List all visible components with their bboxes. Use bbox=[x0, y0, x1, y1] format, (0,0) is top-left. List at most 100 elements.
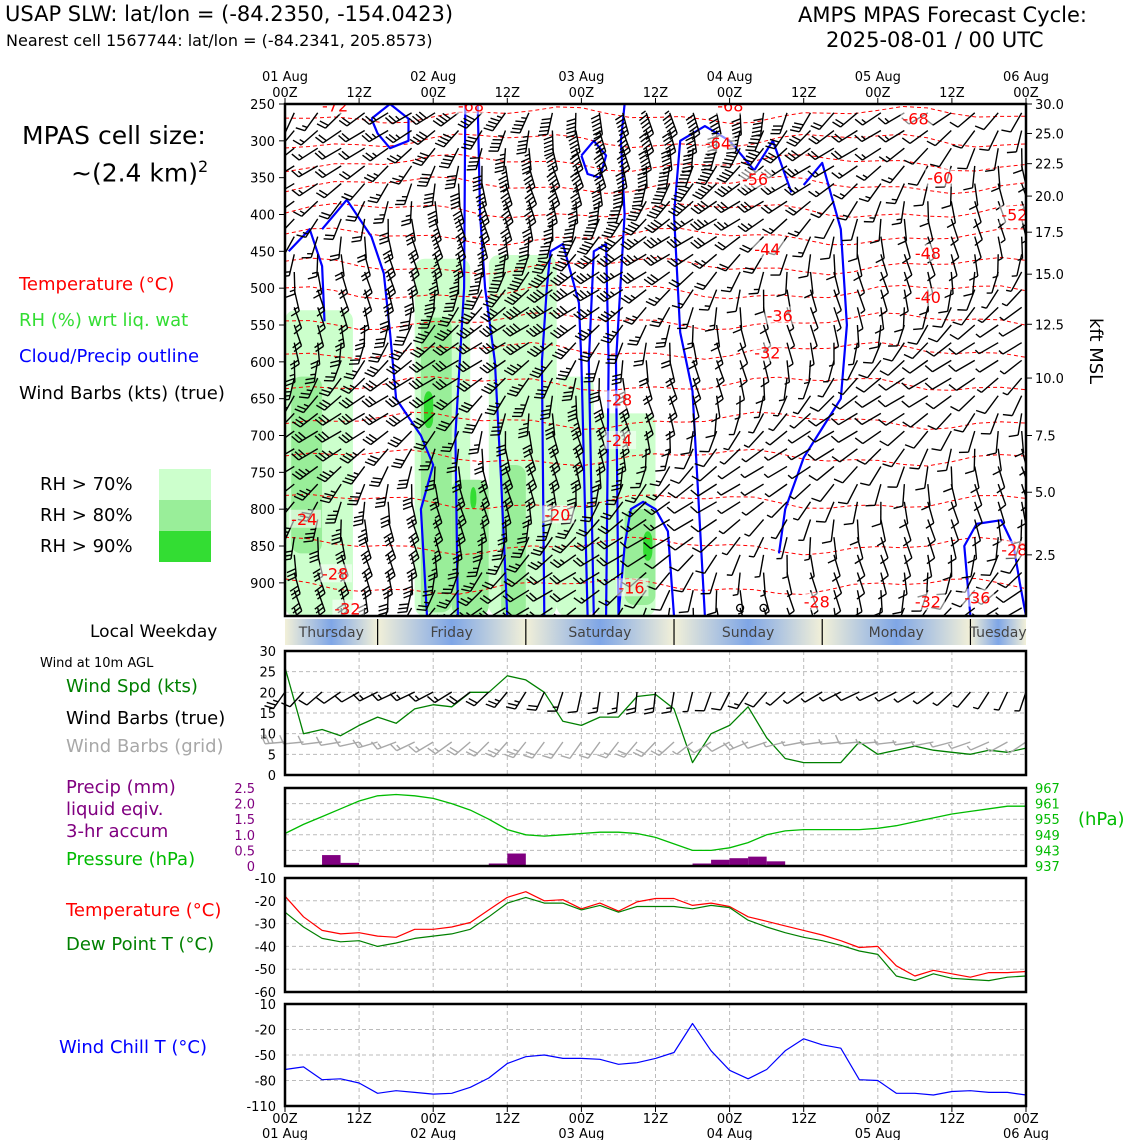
xs-barb-20-965 bbox=[860, 466, 882, 486]
xs-barb-2-91 bbox=[314, 147, 342, 160]
xs-barb-10-889-staff bbox=[833, 289, 842, 311]
xs-barb-20-357-flag-2 bbox=[501, 479, 511, 487]
xs-barb-3-129-flag-0 bbox=[338, 173, 348, 180]
xs-barb-19-965-flag-0 bbox=[856, 459, 866, 465]
xs-barb-23-1003-staff bbox=[903, 519, 912, 541]
xs-barb-12-585-flag-0 bbox=[627, 343, 638, 346]
xs-barb-16-357-half-3 bbox=[495, 402, 501, 405]
xs-barb-2-661-flag-2 bbox=[682, 161, 693, 166]
xs-barb-23-1117 bbox=[972, 519, 982, 547]
xs-barb-6-129-flag-0 bbox=[351, 239, 361, 243]
xs-barb-13-737-staff bbox=[739, 342, 749, 364]
xs-barb-7-509 bbox=[576, 236, 600, 255]
xs-barb-12-1155-staff bbox=[979, 324, 999, 338]
xs-barb-2-1117-staff bbox=[966, 147, 976, 169]
xs-barb-2-91-flag-1 bbox=[318, 150, 327, 158]
xs-barb-24-15-flag-1 bbox=[285, 554, 292, 557]
xs-barb-22-281-flag-1 bbox=[456, 518, 466, 526]
xs-barb-1-167 bbox=[361, 129, 389, 143]
xs-barb-27-1003-staff bbox=[901, 590, 906, 613]
xs-barb-6-357-flag-2 bbox=[501, 231, 510, 239]
xs-barb-16-357 bbox=[484, 395, 507, 416]
true-barb-5 bbox=[352, 691, 378, 702]
xs-barb-16-585 bbox=[644, 395, 655, 423]
xs-barb-5-205-half-2 bbox=[405, 214, 411, 218]
true-barb-3 bbox=[316, 691, 341, 704]
xs-barb-22-1003-staff bbox=[903, 501, 909, 524]
xs-barb-9-965-staff bbox=[880, 271, 890, 293]
true-barb-25-flag-0 bbox=[727, 705, 738, 710]
kft-tick-label-6: 12.5 bbox=[1035, 318, 1064, 333]
xs-barb-27-775-staff bbox=[762, 590, 770, 612]
xs-barb-24-357-flag-1 bbox=[492, 554, 503, 557]
xs-barb-6-91-flag-1 bbox=[325, 234, 335, 237]
xs-barb-26-471-flag-1 bbox=[552, 574, 561, 583]
xs-barb-12-1079-staff bbox=[936, 324, 952, 343]
cell-size-exponent: 2 bbox=[198, 157, 209, 176]
xs-barb-12-205-flag-0 bbox=[393, 343, 403, 346]
xs-barb-25-813-half-0 bbox=[782, 576, 788, 580]
xs-barb-27-243-flag-1 bbox=[418, 605, 428, 608]
xs-barb-8-281-half-3 bbox=[455, 263, 461, 268]
grid-barb-33-half-0 bbox=[873, 739, 878, 745]
xs-barb-16-623 bbox=[667, 395, 678, 423]
xs-barb-9-167-flag-1 bbox=[386, 288, 395, 296]
xs-barb-13-1193-half-0 bbox=[998, 350, 1004, 355]
xs-barb-23-1041-flag-0 bbox=[927, 539, 936, 547]
xs-barb-19-395-flag-2 bbox=[525, 461, 534, 469]
xs-barb-12-243-half-3 bbox=[424, 330, 430, 334]
true-barb-15-staff bbox=[556, 691, 564, 712]
xs-barb-27-433 bbox=[525, 589, 553, 602]
xs-barb-9-1155-staff bbox=[991, 271, 999, 294]
grid-barb-24-staff bbox=[711, 741, 730, 752]
xs-barb-26-927-staff bbox=[856, 572, 866, 594]
xs-barb-24-1155-flag-0 bbox=[986, 558, 997, 562]
xs-barb-20-395-flag-2 bbox=[525, 479, 535, 487]
xs-barb-0-661-flag-2 bbox=[689, 125, 698, 133]
grid-barb-9-flag-0 bbox=[427, 747, 436, 755]
xs-barb-10-319-half-3 bbox=[472, 296, 478, 300]
xs-barb-8-737 bbox=[716, 253, 741, 272]
xs-barb-1-813-flag-0 bbox=[765, 145, 775, 150]
xs-barb-15-129 bbox=[340, 377, 366, 394]
xs-barb-25-737-staff bbox=[731, 554, 741, 576]
xs-barb-10-509-flag-0 bbox=[572, 293, 581, 302]
xs-barb-11-433-flag-0 bbox=[525, 311, 534, 319]
xs-barb-14-699-flag-0 bbox=[716, 380, 725, 388]
xs-barb-23-53-flag-1 bbox=[304, 536, 314, 539]
xs-barb-8-471-flag-3 bbox=[560, 257, 570, 263]
xs-barb-24-585-flag-0 bbox=[619, 541, 628, 549]
xs-barb-9-509 bbox=[572, 271, 600, 285]
xs-barb-8-509-flag-0 bbox=[574, 263, 583, 270]
true-barb-21-flag-0 bbox=[661, 711, 671, 714]
xs-barb-26-281 bbox=[441, 572, 460, 594]
grid-barb-8-flag-0 bbox=[408, 745, 417, 753]
xs-barb-23-965 bbox=[876, 519, 887, 547]
grid-barb-0-flag-0 bbox=[260, 734, 266, 745]
xs-barb-1-965-half-1 bbox=[861, 135, 866, 141]
xs-barb-10-395-flag-0 bbox=[504, 299, 514, 306]
xs-barb-18-167 bbox=[362, 430, 389, 446]
xs-barb-2-1079-flag-0 bbox=[930, 163, 940, 168]
xs-barb-18-1117 bbox=[958, 430, 976, 454]
grid-barb-15-half-1 bbox=[548, 752, 554, 756]
xs-barb-25-243-flag-0 bbox=[428, 576, 438, 582]
xs-barb-24-585 bbox=[619, 536, 647, 549]
xs-barb-6-281 bbox=[455, 218, 467, 247]
xs-barb-5-395-flag-2 bbox=[525, 214, 534, 221]
xs-barb-28-813 bbox=[786, 607, 791, 616]
xs-barb-21-889-staff bbox=[819, 483, 835, 502]
xs-barb-19-813-staff bbox=[767, 448, 788, 461]
xs-barb-10-471-flag-0 bbox=[549, 294, 558, 302]
xs-barb-10-509-half-3 bbox=[586, 290, 592, 296]
xs-barb-24-433-flag-0 bbox=[530, 552, 541, 557]
xs-barb-16-91-flag-0 bbox=[316, 404, 325, 411]
rh-bin-80: RH > 80% bbox=[40, 505, 133, 526]
xs-barb-5-129-flag-0 bbox=[345, 219, 356, 222]
grid-barb-21-half-1 bbox=[657, 749, 663, 754]
xs-barb-14-357-flag-0 bbox=[479, 366, 488, 374]
xs-barb-16-205 bbox=[385, 395, 412, 408]
xs-barb-0-53-flag-0 bbox=[295, 127, 306, 132]
xs-barb-12-509-flag-2 bbox=[580, 329, 590, 336]
isotherm-line-11 bbox=[285, 411, 1026, 431]
